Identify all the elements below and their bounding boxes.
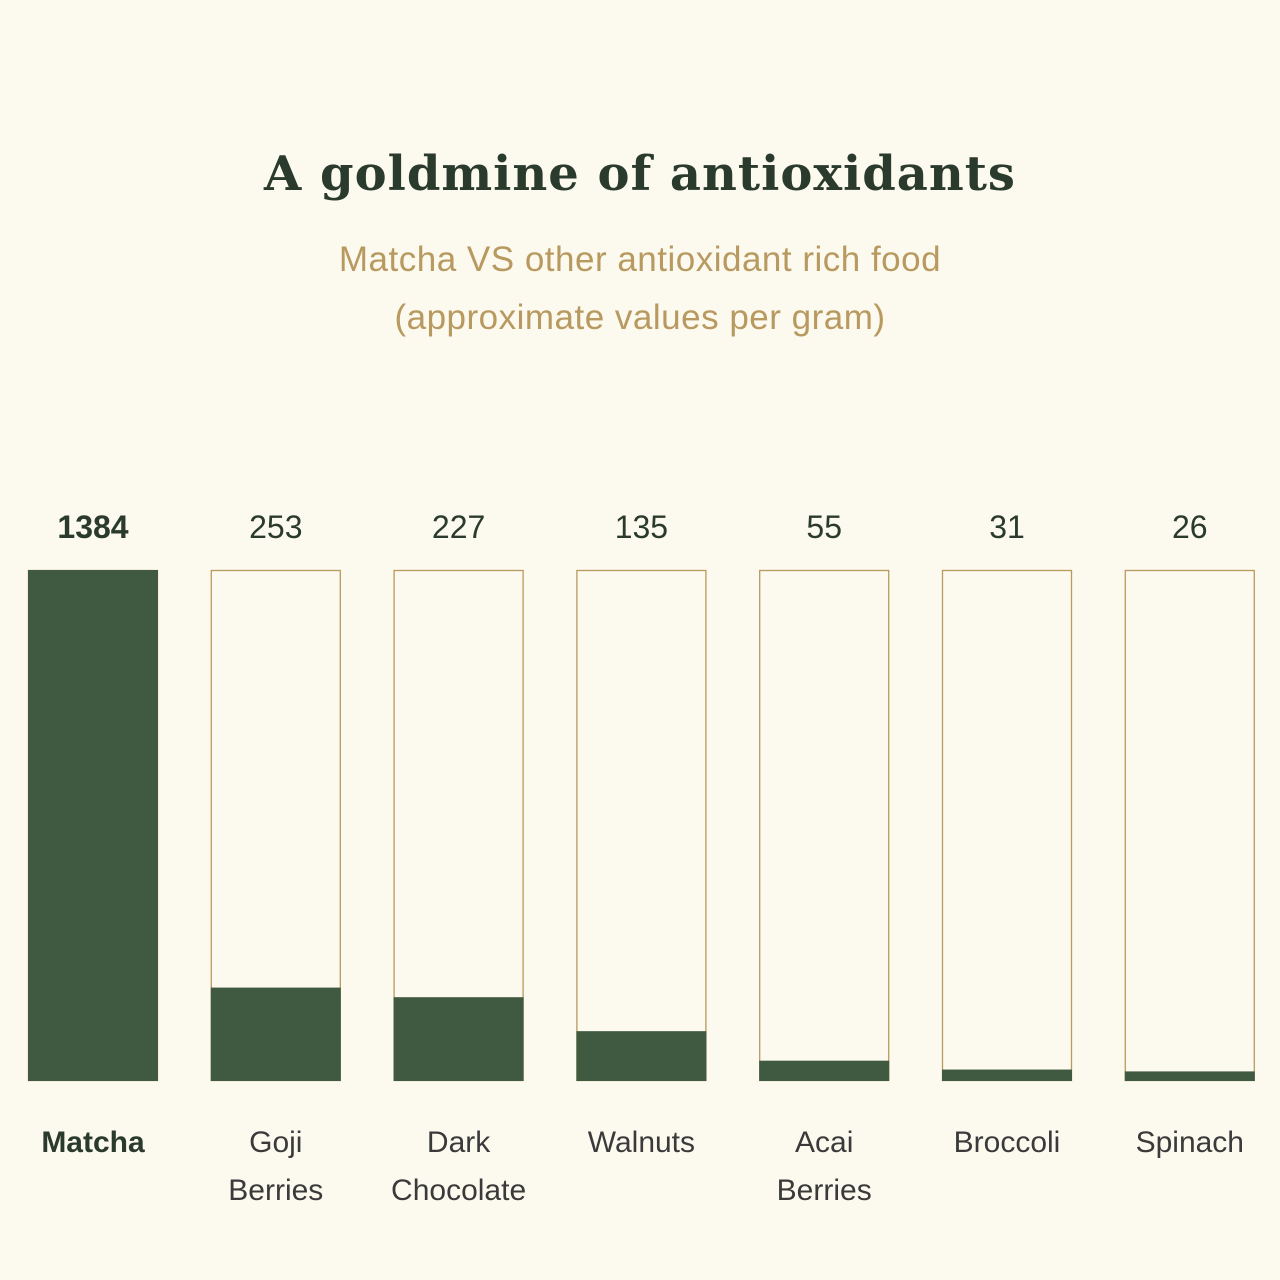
chart-subtitle-line-2: (approximate values per gram)	[394, 298, 886, 337]
category-label: Goji Berries	[228, 1126, 323, 1207]
category-label-line: Chocolate	[391, 1174, 526, 1207]
bar-group: 253 Goji Berries	[210, 509, 341, 1207]
value-label: 31	[989, 509, 1025, 545]
bar-group: 26 Spinach	[1124, 509, 1255, 1159]
category-label: Acai Berries	[777, 1126, 872, 1207]
category-label-line: Broccoli	[954, 1126, 1061, 1159]
bar-group: 31 Broccoli	[941, 509, 1073, 1159]
value-label: 1384	[57, 509, 128, 545]
category-label-line: Matcha	[41, 1126, 145, 1159]
bar-fill	[393, 997, 524, 1081]
chart-subtitle-line-1: Matcha VS other antioxidant rich food	[338, 240, 942, 279]
bar-fill	[1124, 1071, 1255, 1081]
category-label: Spinach	[1136, 1126, 1244, 1159]
bar-fill	[210, 987, 341, 1081]
category-label-line: Goji	[249, 1126, 302, 1159]
value-label: 26	[1172, 509, 1208, 545]
bar-group: 1384 Matcha	[27, 509, 159, 1159]
bar-group: 135 Walnuts	[576, 509, 707, 1159]
category-label-line: Walnuts	[588, 1126, 695, 1159]
bar-group: 227 Dark Chocolate	[391, 509, 526, 1207]
bar-frame	[576, 569, 707, 1082]
value-label: 227	[432, 509, 485, 545]
category-label: Dark Chocolate	[391, 1126, 526, 1207]
value-label: 253	[249, 509, 302, 545]
bar-fill	[28, 570, 158, 1081]
category-label: Walnuts	[588, 1126, 695, 1159]
category-label: Matcha	[41, 1126, 145, 1159]
chart-title: A goldmine of antioxidants	[264, 146, 1016, 202]
bar-fill	[942, 1069, 1072, 1081]
category-label-line: Dark	[427, 1126, 491, 1159]
category-label: Broccoli	[954, 1126, 1061, 1159]
value-label: 135	[615, 509, 668, 545]
category-label-line: Acai	[795, 1126, 853, 1159]
category-label-line: Spinach	[1136, 1126, 1244, 1159]
bar-frame	[1124, 569, 1255, 1082]
value-label: 55	[806, 509, 842, 545]
bar-fill	[759, 1060, 890, 1081]
bar-frame	[759, 569, 890, 1082]
bar-frame	[941, 569, 1073, 1082]
bar-fill	[576, 1031, 707, 1081]
category-label-line: Berries	[228, 1174, 323, 1207]
bar-group: 55 Acai Berries	[759, 509, 890, 1207]
category-label-line: Berries	[777, 1174, 872, 1207]
